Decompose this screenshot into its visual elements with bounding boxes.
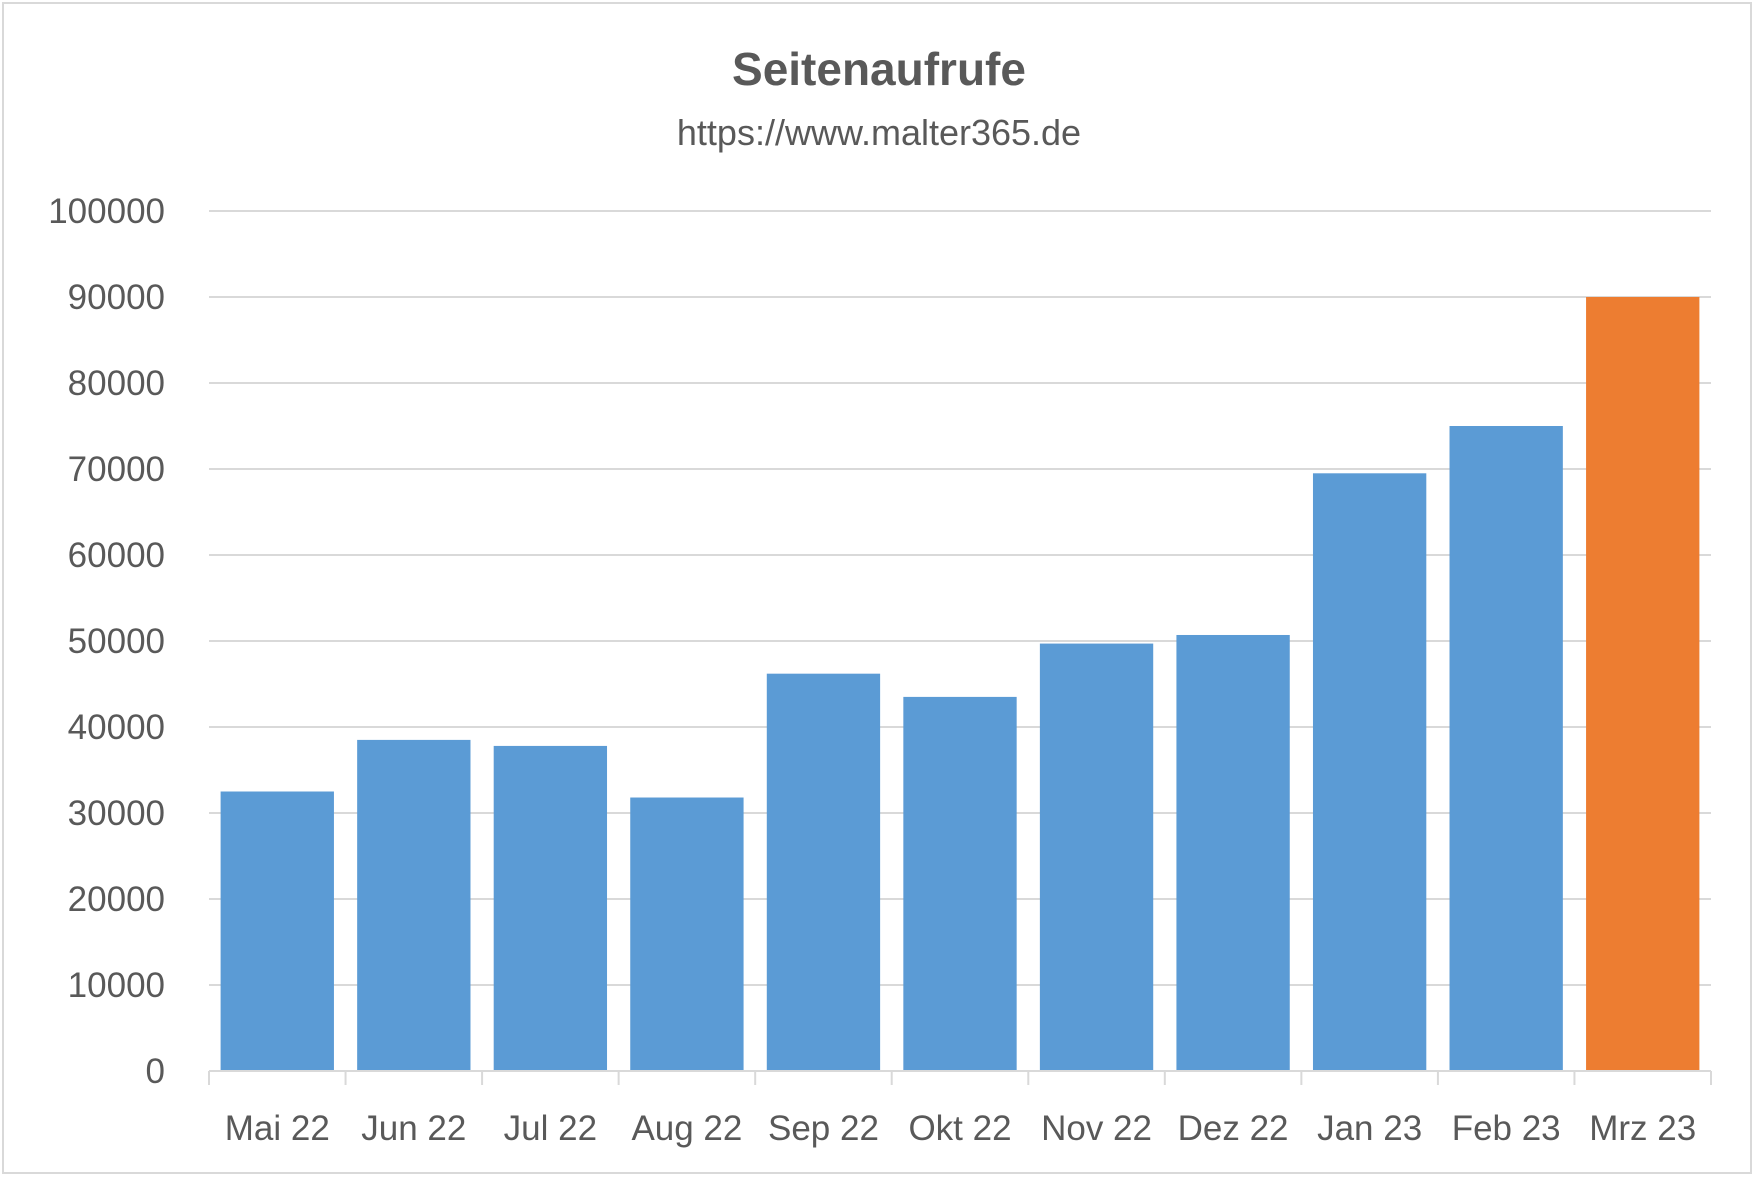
y-tick-label: 10000 <box>68 966 165 1005</box>
bar <box>1312 473 1427 1071</box>
bar <box>903 696 1017 1071</box>
x-axis-ticks: Mai 22 Jun 22 Jul 22 Aug 22 Sep 22 Okt 22 Nov … <box>225 1109 1696 1148</box>
bar <box>1039 643 1154 1071</box>
y-axis-ticks: 0 10000 20000 30000 40000 50000 60000 70000 8000… <box>48 192 165 1091</box>
chart-title: Seitenaufrufe <box>732 43 1026 95</box>
y-tick-label: 80000 <box>68 364 165 403</box>
bar <box>1449 426 1563 1071</box>
bars <box>220 297 1700 1071</box>
y-tick-label: 100000 <box>48 192 165 231</box>
y-tick-label: 70000 <box>68 450 165 489</box>
y-tick-label: 0 <box>146 1052 165 1091</box>
x-tick-label: Jan 23 <box>1317 1109 1422 1148</box>
x-tick-label: Mai 22 <box>225 1109 330 1148</box>
x-axis <box>208 1070 1712 1085</box>
bar <box>220 791 334 1071</box>
y-tick-label: 30000 <box>68 794 165 833</box>
bar <box>766 673 881 1071</box>
x-tick-label: Nov 22 <box>1041 1109 1152 1148</box>
x-tick-label: Feb 23 <box>1452 1109 1561 1148</box>
x-tick-label: Aug 22 <box>631 1109 742 1148</box>
x-tick-label: Dez 22 <box>1178 1109 1289 1148</box>
x-tick-label: Sep 22 <box>768 1109 879 1148</box>
x-tick-label: Mrz 23 <box>1589 1109 1696 1148</box>
bar <box>1586 297 1700 1071</box>
chart-subtitle: https://www.malter365.de <box>677 112 1081 153</box>
x-tick-label: Jul 22 <box>504 1109 597 1148</box>
bar <box>357 739 471 1071</box>
x-tick-label: Okt 22 <box>908 1109 1011 1148</box>
bar <box>630 797 744 1071</box>
y-tick-label: 50000 <box>68 622 165 661</box>
y-tick-label: 20000 <box>68 880 165 919</box>
bar <box>493 745 608 1071</box>
y-tick-label: 60000 <box>68 536 165 575</box>
x-tick-label: Jun 22 <box>361 1109 466 1148</box>
y-tick-label: 40000 <box>68 708 165 747</box>
y-tick-label: 90000 <box>68 278 165 317</box>
bar <box>1176 634 1290 1071</box>
